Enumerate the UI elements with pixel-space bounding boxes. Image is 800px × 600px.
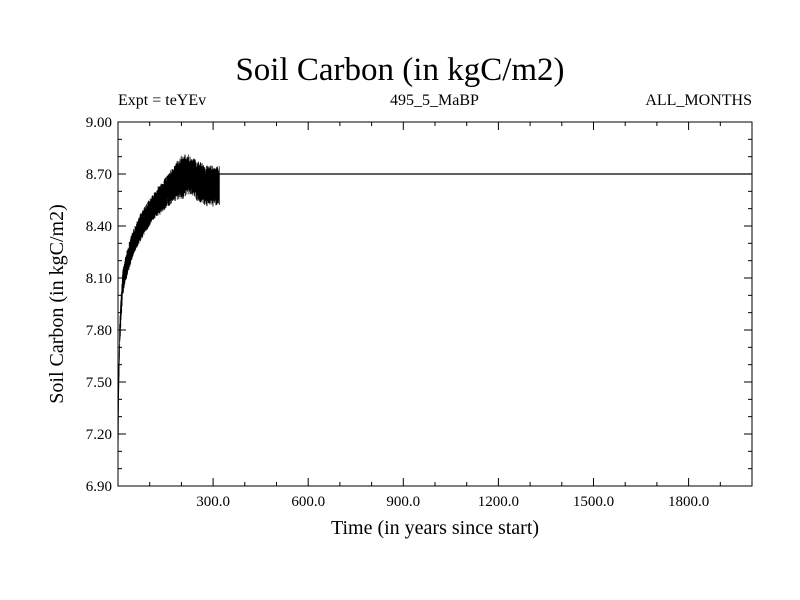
period-label: 495_5_MaBP: [390, 92, 479, 109]
series-line-spinup: [117, 154, 220, 470]
x-tick-label: 1200.0: [478, 494, 519, 510]
data-series: [117, 154, 752, 470]
y-tick-label: 7.50: [86, 375, 112, 391]
y-tick-label: 7.20: [86, 427, 112, 443]
x-tick-label: 1500.0: [573, 494, 614, 510]
y-tick-label: 8.70: [86, 167, 112, 183]
x-tick-label: 900.0: [386, 494, 420, 510]
y-tick-label: 8.40: [86, 219, 112, 235]
axis-ticks: [118, 122, 752, 486]
x-tick-label: 1800.0: [668, 494, 709, 510]
y-tick-label: 8.10: [86, 271, 112, 287]
x-axis-title: Time (in years since start): [331, 517, 539, 539]
plot-frame: [117, 121, 753, 487]
x-tick-label: 600.0: [291, 494, 325, 510]
y-tick-label: 9.00: [86, 115, 112, 131]
axis-labels: 300.0 600.0 900.0 1200.0 1500.0 1800.0 6.90 7.2…: [86, 115, 709, 510]
y-tick-label: 7.80: [86, 323, 112, 339]
y-tick-label: 6.90: [86, 479, 112, 495]
experiment-label: Expt = teYEv: [118, 92, 207, 109]
chart-title: Soil Carbon (in kgC/m2): [235, 52, 565, 88]
y-axis-title: Soil Carbon (in kgC/m2): [46, 204, 68, 403]
months-label: ALL_MONTHS: [645, 92, 752, 109]
x-tick-label: 300.0: [196, 494, 230, 510]
